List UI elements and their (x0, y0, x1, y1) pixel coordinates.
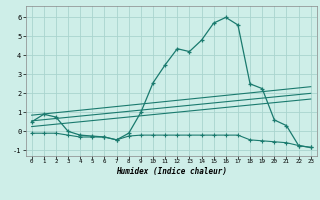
X-axis label: Humidex (Indice chaleur): Humidex (Indice chaleur) (116, 167, 227, 176)
